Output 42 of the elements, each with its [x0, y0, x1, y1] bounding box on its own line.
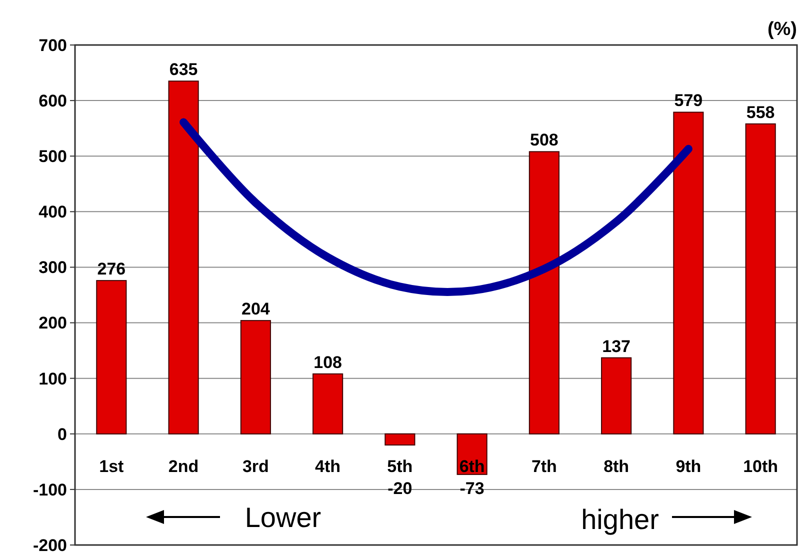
bar [240, 320, 271, 434]
bar [384, 433, 416, 446]
data-label: 635 [169, 60, 198, 80]
annotation: higher [581, 504, 659, 535]
bar [168, 80, 199, 434]
data-label: 204 [241, 300, 270, 319]
data-label: 579 [674, 91, 703, 110]
x-tick-label: 10th [743, 456, 778, 476]
x-tick-label: 3rd [242, 456, 269, 476]
y-tick-label: 500 [38, 147, 67, 166]
bar [601, 357, 632, 434]
y-tick-label: 400 [38, 202, 67, 222]
y-tick-label: -200 [32, 536, 67, 552]
y-axis-title: (%) [767, 19, 797, 40]
y-tick-label: 700 [38, 36, 67, 55]
bar [528, 151, 560, 434]
data-label: 108 [314, 352, 342, 372]
x-tick-label: 7th [531, 456, 557, 476]
data-label: 508 [530, 130, 558, 150]
bar [312, 373, 344, 434]
x-tick-label: 4th [315, 456, 341, 476]
bar [96, 280, 127, 434]
data-label: 558 [746, 102, 775, 122]
x-tick-label: 5th [387, 456, 413, 476]
y-tick-label: 0 [58, 424, 67, 444]
x-tick-label: 8th [604, 456, 630, 476]
annotation: Lower [244, 502, 322, 533]
y-tick-label: -100 [32, 480, 67, 500]
x-tick-label: 2nd [168, 456, 199, 476]
y-tick-label: 300 [38, 258, 67, 278]
data-label: -20 [388, 478, 412, 498]
data-label: 137 [602, 336, 631, 356]
bar [673, 112, 704, 434]
y-tick-label: 200 [38, 314, 67, 333]
x-tick-label: 9th [676, 456, 702, 476]
data-label: 276 [97, 260, 126, 279]
bar [745, 123, 776, 434]
data-label: -73 [460, 478, 484, 498]
x-tick-label: 6th [459, 456, 485, 476]
y-tick-label: 600 [38, 92, 67, 111]
y-tick-label: 100 [38, 369, 67, 388]
x-tick-label: 1st [99, 456, 124, 476]
